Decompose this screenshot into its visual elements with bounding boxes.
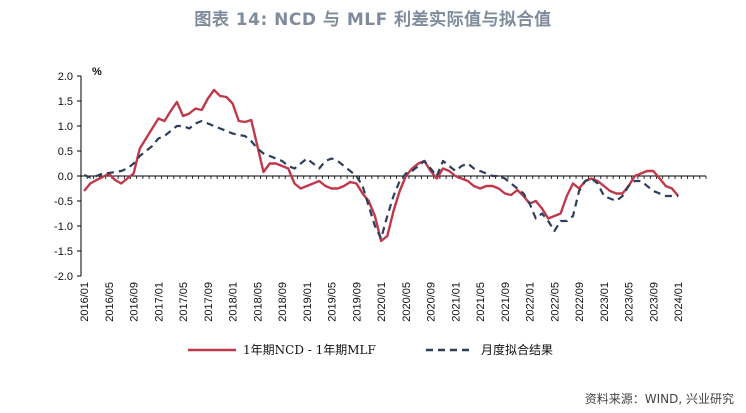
y-tick-label: -0.5 xyxy=(54,196,73,208)
x-tick-label: 2023/01 xyxy=(599,282,611,322)
x-tick-label: 2019/01 xyxy=(302,282,314,322)
x-tick-label: 2021/05 xyxy=(475,282,487,322)
y-tick-label: 2.0 xyxy=(58,71,73,83)
source-note: 资料来源：WIND, 兴业研究 xyxy=(584,392,734,406)
x-tick-label: 2019/05 xyxy=(327,282,339,322)
y-tick-label: -1.5 xyxy=(54,246,73,258)
x-tick-label: 2018/05 xyxy=(252,282,264,322)
x-tick-label: 2023/05 xyxy=(624,282,636,322)
x-tick-label: 2018/01 xyxy=(228,282,240,322)
x-tick-label: 2024/01 xyxy=(673,282,685,322)
chart-title: 图表 14: NCD 与 MLF 利差实际值与拟合值 xyxy=(194,10,552,30)
y-tick-label: -2.0 xyxy=(54,271,73,283)
x-tick-label: 2017/09 xyxy=(203,282,215,322)
x-tick-label: 2016/09 xyxy=(129,282,141,322)
unit-label: % xyxy=(92,66,102,78)
legend: 1年期NCD - 1年期MLF 月度拟合结果 xyxy=(188,342,553,357)
series-line-1 xyxy=(83,119,679,240)
series-line-0 xyxy=(83,88,680,243)
legend-label-1: 月度拟合结果 xyxy=(481,342,553,357)
y-tick-label: 1.0 xyxy=(58,121,73,133)
x-tick-label: 2023/09 xyxy=(648,282,660,322)
x-tick-label: 2022/05 xyxy=(549,282,561,322)
x-tick-label: 2021/01 xyxy=(450,282,462,322)
x-tick-label: 2020/09 xyxy=(426,282,438,322)
x-tick-label: 2020/01 xyxy=(376,282,388,322)
x-tick-label: 2017/05 xyxy=(178,282,190,322)
y-tick-label: -1.0 xyxy=(54,221,73,233)
x-tick-label: 2017/01 xyxy=(153,282,165,322)
x-tick-label: 2021/09 xyxy=(500,282,512,322)
y-tick-label: 1.5 xyxy=(58,96,73,108)
x-tick-label: 2016/01 xyxy=(79,282,91,322)
x-tick-label: 2020/05 xyxy=(401,282,413,322)
x-tick-label: 2018/09 xyxy=(277,282,289,322)
x-tick-label: 2019/09 xyxy=(351,282,363,322)
y-tick-label: 0.5 xyxy=(58,146,73,158)
x-tick-label: 2016/05 xyxy=(104,282,116,322)
x-axis: 2016/01 2016/05 2016/09 2017/01 2017/05 2017/… xyxy=(79,175,707,322)
legend-label-0: 1年期NCD - 1年期MLF xyxy=(243,343,376,357)
x-tick-label: 2022/09 xyxy=(574,282,586,322)
y-axis: 2.0 1.5 1.0 0.5 0.0 -0.5 -1.0 -1.5 -2.0 xyxy=(54,71,82,283)
y-tick-label: 0.0 xyxy=(58,171,73,183)
series-lines xyxy=(83,88,680,243)
x-tick-label: 2022/01 xyxy=(525,282,537,322)
